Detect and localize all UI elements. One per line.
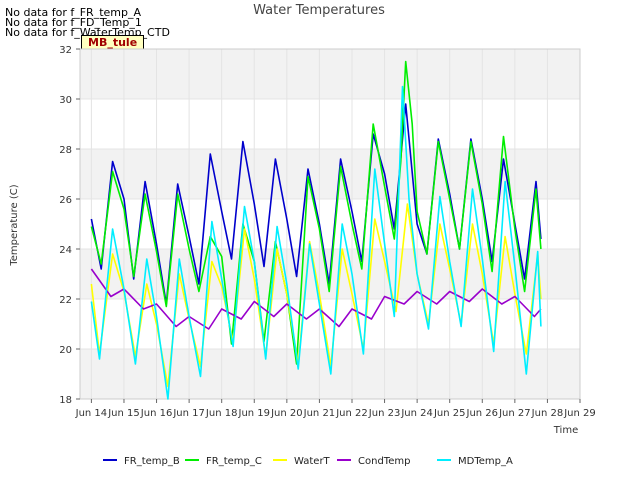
x-axis-label: Time — [553, 425, 578, 436]
x-tick-label: Jun 29 — [563, 408, 596, 419]
x-tick-label: Jun 18 — [205, 408, 238, 419]
x-tick-label: Jun 22 — [335, 408, 368, 419]
x-tick-label: Jun 16 — [140, 408, 173, 419]
y-tick-label: 24 — [59, 245, 72, 256]
y-axis-label: Temperature (C) — [9, 184, 20, 266]
x-tick-label: Jun 25 — [433, 408, 466, 419]
x-tick-label: Jun 17 — [172, 408, 205, 419]
y-tick-label: 20 — [59, 345, 72, 356]
x-tick-label: Jun 19 — [238, 408, 271, 419]
plot-area — [80, 49, 580, 399]
x-tick-label: Jun 15 — [107, 408, 140, 419]
series-lines — [90, 60, 542, 400]
y-tick-label: 28 — [59, 145, 72, 156]
legend-label: WaterT — [294, 456, 331, 467]
legend-label: MDTemp_A — [458, 456, 513, 467]
no-data-notes: No data for f_FR_temp_A No data for f_FD… — [5, 6, 170, 39]
background-band — [80, 149, 580, 199]
x-tick-label: Jun 21 — [303, 408, 336, 419]
series-line-mdtemp-a — [90, 85, 542, 400]
series-line-watert — [90, 203, 542, 388]
legend-label: CondTemp — [358, 456, 410, 467]
site-badge: MB_tule — [81, 35, 145, 51]
legend: FR_temp_B FR_temp_C WaterT CondTemp MDTemp_A — [103, 456, 513, 467]
plot-background-bands — [80, 49, 580, 399]
y-tick-label: 22 — [59, 295, 72, 306]
no-data-note: No data for f_WaterTemp_CTD — [5, 26, 170, 39]
y-tick-label: 30 — [59, 95, 72, 106]
x-tick-label: Jun 28 — [531, 408, 564, 419]
x-axis-ticks: Jun 14 Jun 15 Jun 16 Jun 17 Jun 18 Jun 19 Jun … — [75, 399, 596, 419]
x-tick-label: Jun 26 — [466, 408, 499, 419]
legend-label: FR_temp_B — [124, 456, 180, 467]
y-tick-label: 18 — [59, 395, 72, 406]
y-tick-label: 26 — [59, 195, 72, 206]
chart-title: Water Temperatures — [253, 3, 385, 18]
x-tick-label: Jun 24 — [400, 408, 433, 419]
x-tick-label: Jun 23 — [368, 408, 401, 419]
y-tick-label: 32 — [59, 45, 72, 56]
x-tick-label: Jun 27 — [498, 408, 531, 419]
no-data-note: No data for f_FD_Temp_1 — [5, 16, 142, 29]
x-tick-label: Jun 14 — [75, 408, 108, 419]
series-line-fr-temp-c — [90, 60, 542, 365]
plot-frame — [79, 48, 581, 400]
x-tick-label: Jun 20 — [270, 408, 303, 419]
series-line-condtemp — [90, 268, 542, 330]
legend-label: FR_temp_C — [206, 456, 262, 467]
background-band — [80, 49, 580, 99]
y-axis-ticks: 18 20 22 24 26 28 30 32 — [59, 45, 80, 406]
no-data-note: No data for f_FR_temp_A — [5, 6, 141, 19]
